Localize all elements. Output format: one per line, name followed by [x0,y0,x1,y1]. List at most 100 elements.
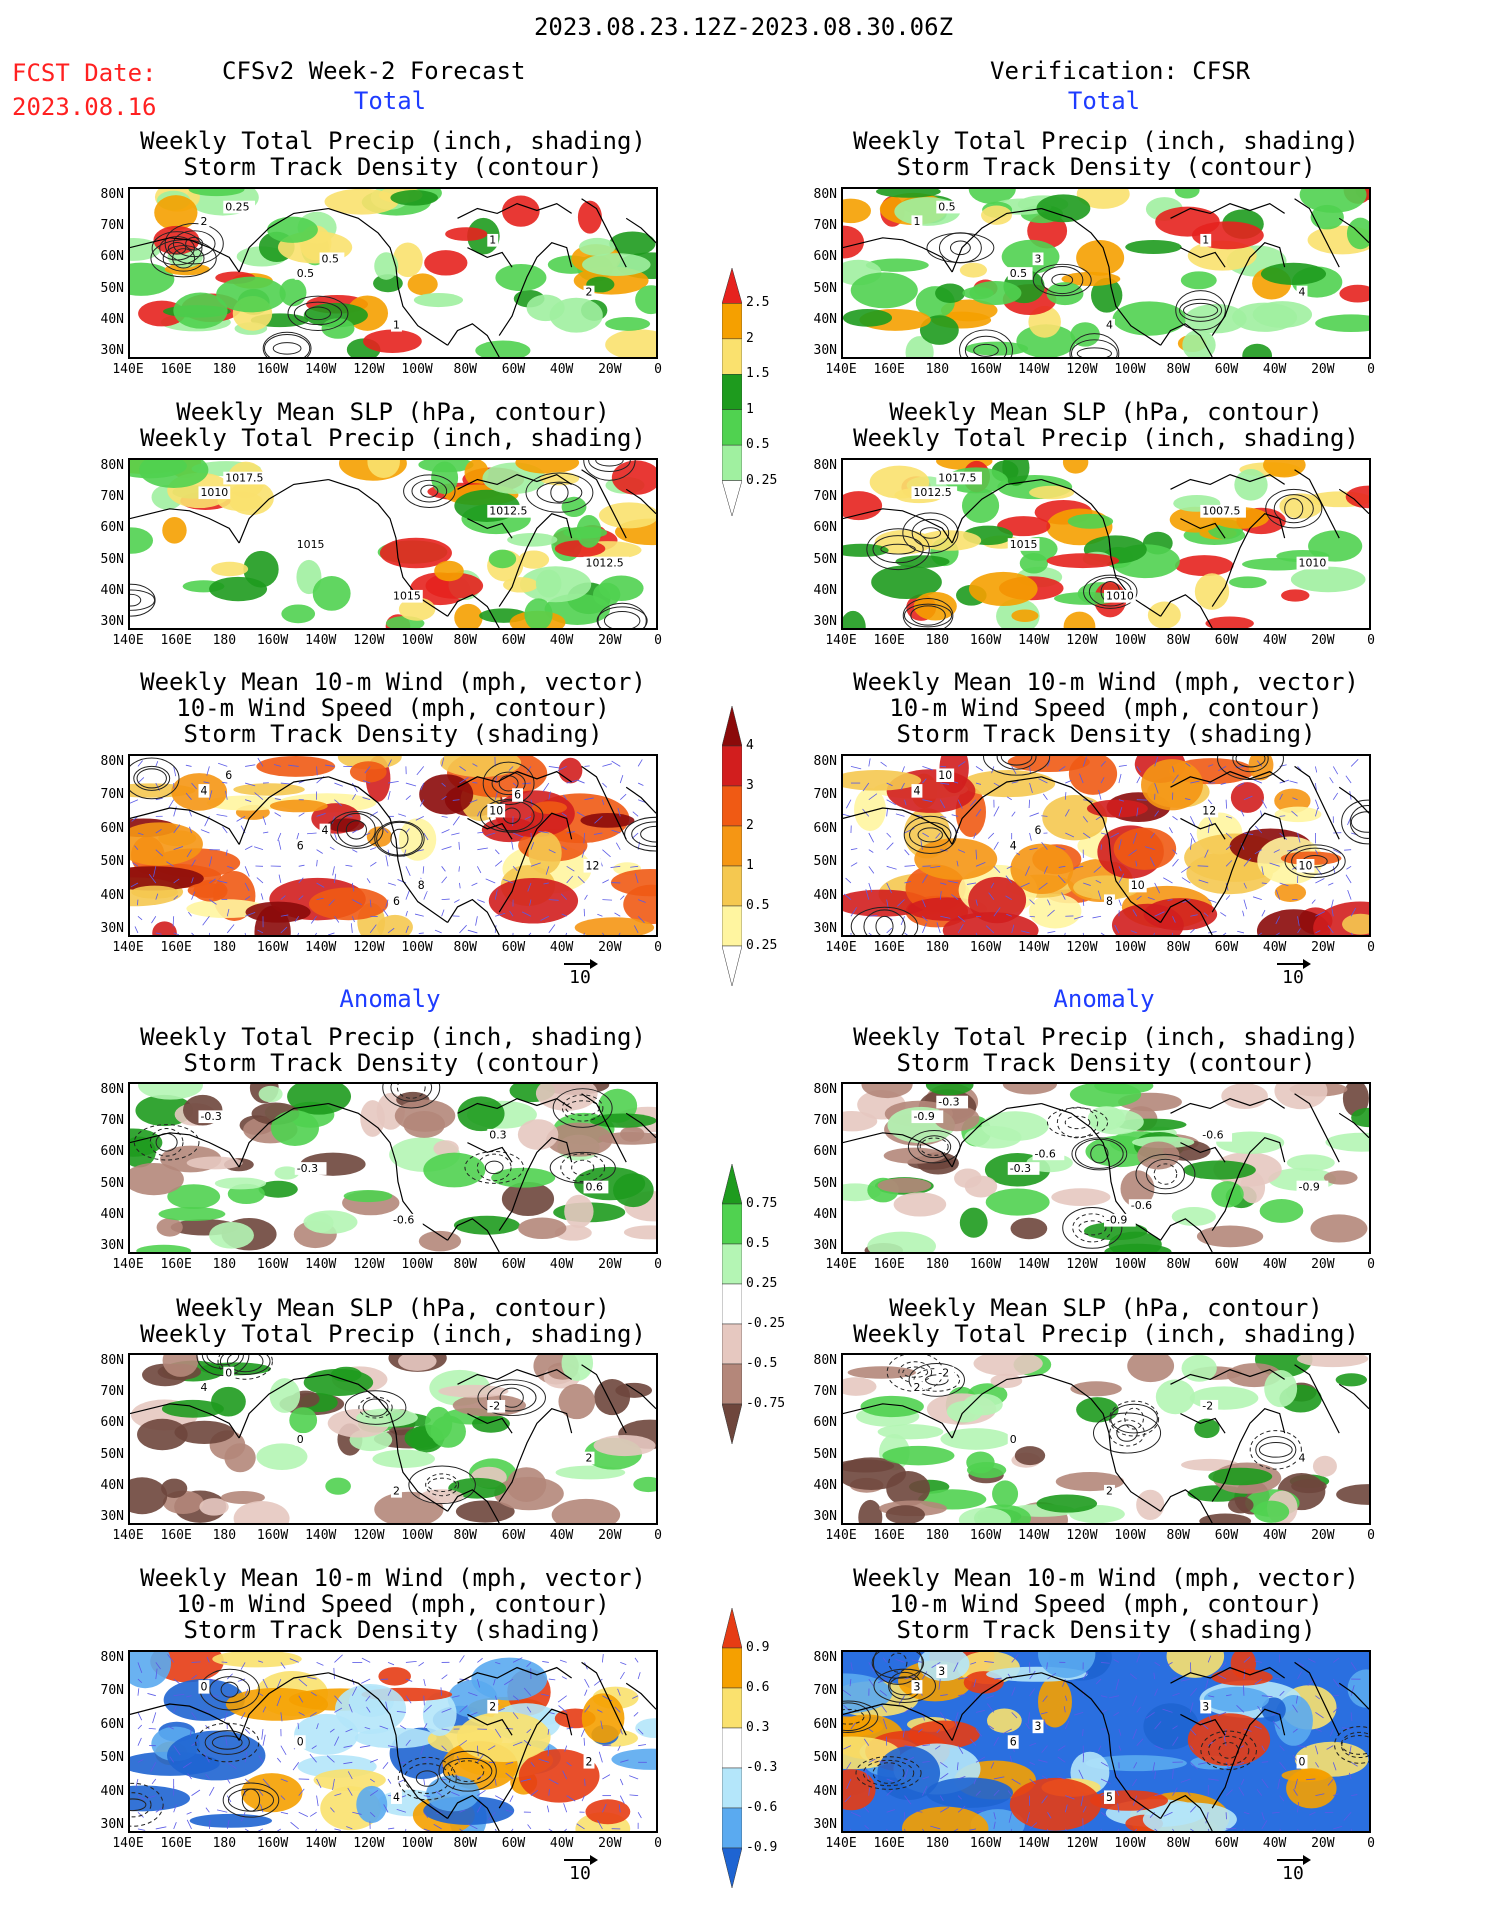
wind-vector [1243,857,1252,867]
wind-vector [1289,780,1298,784]
contour-line [1069,333,1120,357]
coastline [447,1489,500,1523]
shading-patch [1125,239,1182,255]
wind-vector [276,1757,282,1763]
wind-vector [173,1804,177,1813]
wind-vector [594,816,603,824]
contour-line [217,1355,273,1380]
colorbar-tick-label: 4 [746,738,754,753]
shading-patch [1184,304,1247,334]
coastline [625,488,656,515]
shading-patch [1007,756,1090,773]
wind-vector [1011,1654,1019,1663]
wind-vector [1254,849,1263,855]
lat-tick-label: 80N [100,754,124,769]
contour-label-bg [1296,859,1315,873]
wind-vector [1216,1673,1227,1680]
contour-label-bg [198,1381,210,1395]
wind-vector [316,766,318,776]
shading-patch [858,1499,883,1523]
shading-patch [1286,1154,1335,1172]
wind-vector [922,899,926,908]
lon-tick-label: 0 [1367,940,1375,955]
wind-vector [1153,932,1155,935]
map-panel-l2: 1010 1015 1015 1012.5 1012.5 1017.5 [128,458,658,630]
wind-vector [1095,1678,1102,1685]
wind-vector [939,1795,944,1801]
wind-vector [1279,1762,1287,1771]
wind-vector [602,782,608,788]
coastline [1180,1142,1226,1163]
shading-patch [1260,262,1327,286]
wind-vector [1041,815,1048,817]
wind-vector [362,797,371,801]
wind-vector [405,1695,412,1704]
wind-vector [405,889,410,900]
lat-tick-label: 50N [813,1446,837,1462]
right-column-title: Verification: CFSR [990,57,1251,85]
wind-vector [1333,1825,1343,1830]
coastline [1211,1708,1286,1809]
wind-vector [879,1689,887,1697]
coastline [1338,1682,1369,1710]
wind-vector [1047,899,1051,906]
contour-label-bg [1104,589,1136,603]
colorbar-segment [721,1847,743,1889]
coastline [447,898,500,935]
wind-vector [274,812,282,817]
lon-tick-label: 20W [598,1528,622,1543]
lat-tick-label: 50N [100,1750,124,1766]
wind-vector [1097,1745,1102,1752]
wind-vector [185,792,192,800]
contour-label-bg [1007,1433,1019,1446]
wind-vector [1254,825,1263,834]
wind-vector [1005,895,1012,900]
lat-tick-label: 70N [813,1683,837,1699]
wind-vector [326,1755,335,1763]
wind-vector [280,1712,283,1722]
wind-vector [435,1790,442,1796]
wind-vector [547,1745,550,1757]
lon-tick-label: 120W [353,633,385,648]
wind-vector [307,832,317,835]
wind-vector [584,1778,586,1786]
shading-patch [274,1166,300,1180]
shading-patch [131,885,178,899]
wind-vector [975,915,982,918]
wind-vector [1238,1786,1245,1796]
panel-title-line: Weekly Mean SLP (hPa, contour) [176,398,610,426]
shading-patch [876,189,941,198]
wind-vector [261,1728,264,1740]
contour-label-bg [294,1735,306,1749]
shading-patch [360,1100,385,1137]
contour-label-bg [294,267,320,280]
wind-vector [1041,1745,1048,1753]
wind-vector [637,782,644,786]
shading-patch [1011,609,1039,622]
coastline [447,1794,500,1831]
wind-vector [868,915,878,917]
wind-vector [334,1828,341,1831]
contour-line [1349,805,1369,839]
wind-vector [347,1771,353,1780]
shading-patch [161,1478,188,1498]
wind-vector [577,876,585,884]
wind-vector [387,927,395,934]
wind-vector [598,1751,603,1763]
shading-patch [343,1189,393,1203]
wind-vector [1006,796,1012,801]
wind-vector [343,1745,353,1748]
wind-vector [1333,1657,1340,1663]
wind-vector [1181,865,1191,873]
contour-line [167,242,187,255]
contour-line [1051,273,1074,287]
shading-patch [1001,239,1060,274]
wind-vector [584,1689,588,1696]
contour-line [130,1782,164,1827]
lat-tick-label: 40N [813,1206,837,1222]
shading-patch [1299,189,1367,213]
contour-line [1092,1412,1162,1454]
shading-patch [518,550,550,569]
shading-patch [1194,573,1230,610]
